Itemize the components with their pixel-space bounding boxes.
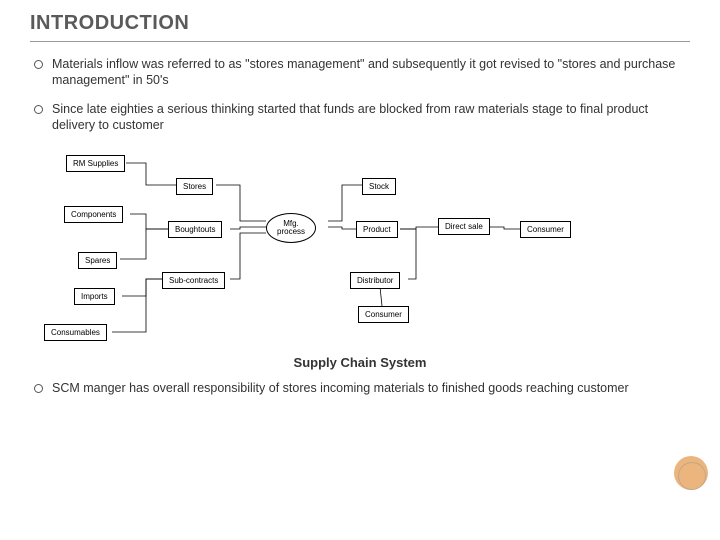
node-product: Product (356, 221, 398, 238)
node-spares: Spares (78, 252, 117, 269)
corner-decoration (674, 456, 712, 494)
node-imports: Imports (74, 288, 115, 305)
bullet-list: Materials inflow was referred to as "sto… (0, 42, 720, 151)
node-mfg: Mfg.process (266, 213, 316, 243)
node-consumables: Consumables (44, 324, 107, 341)
node-directsale: Direct sale (438, 218, 490, 235)
node-components: Components (64, 206, 123, 223)
supply-chain-diagram: RM Supplies Components Spares Imports Consum… (30, 151, 690, 351)
bullet-item: Materials inflow was referred to as "sto… (30, 56, 690, 89)
bullet-item: SCM manger has overall responsibility of… (30, 380, 690, 396)
node-consumer1: Consumer (520, 221, 571, 238)
node-rm: RM Supplies (66, 155, 125, 172)
node-subcontracts: Sub-contracts (162, 272, 225, 289)
footer-bullet-list: SCM manger has overall responsibility of… (0, 370, 720, 406)
bullet-item: Since late eighties a serious thinking s… (30, 101, 690, 134)
node-consumer2: Consumer (358, 306, 409, 323)
slide-title: INTRODUCTION (30, 0, 690, 42)
node-distributor: Distributor (350, 272, 400, 289)
diagram-caption: Supply Chain System (0, 355, 720, 370)
node-stock: Stock (362, 178, 396, 195)
node-stores: Stores (176, 178, 213, 195)
circle-ring-icon (678, 462, 706, 490)
node-boughtouts: Boughtouts (168, 221, 222, 238)
